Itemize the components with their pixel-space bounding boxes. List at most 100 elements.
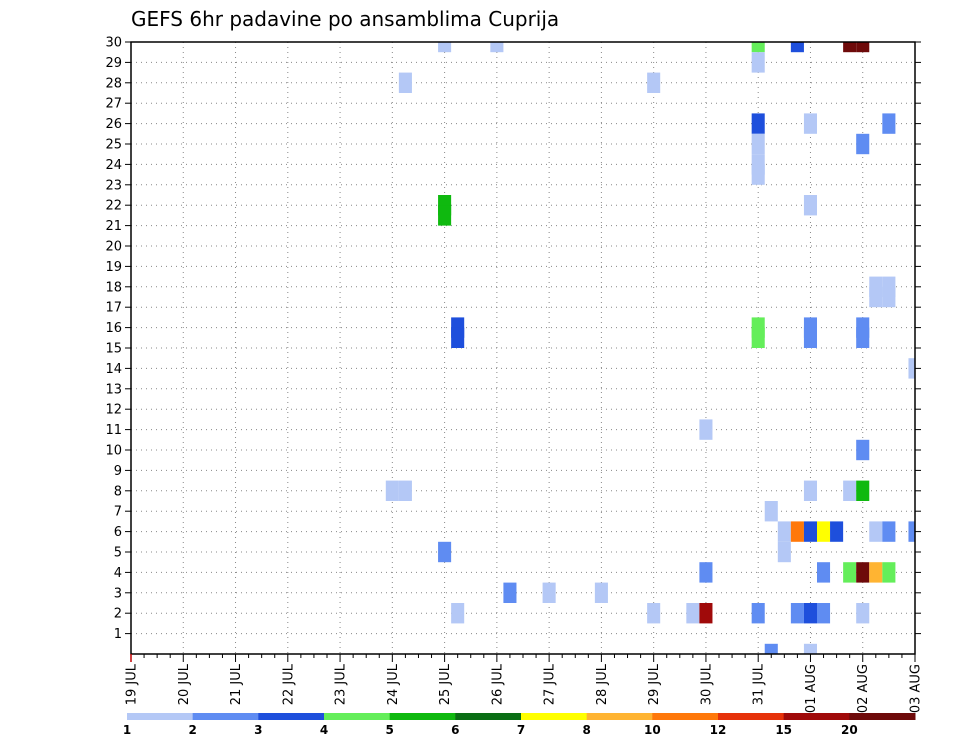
data-cell — [385, 480, 399, 501]
data-cell — [908, 358, 915, 379]
data-cell — [856, 42, 870, 53]
y-axis: 1234567891011121314151617181920212223242… — [105, 36, 921, 642]
data-cell — [686, 603, 700, 624]
y-tick-label: 23 — [105, 178, 122, 193]
colorbar-label: 12 — [710, 723, 727, 737]
data-cell — [699, 419, 713, 440]
colorbar-label: 1 — [123, 723, 131, 737]
data-cell — [751, 164, 765, 185]
x-tick-label: 03 AUG — [909, 664, 924, 713]
y-tick-label: 4 — [114, 566, 122, 581]
chart-title: GEFS 6hr padavine po ansamblima Cuprija — [131, 7, 559, 31]
data-cell — [594, 582, 608, 603]
data-cell — [790, 521, 804, 542]
colorbar-segment — [324, 713, 391, 720]
colorbar-label: 20 — [841, 723, 858, 737]
colorbar-legend: 1 2 3 4 5 6 7 8 10 12 15 20 — [123, 713, 916, 737]
x-tick-label: 23 JUL — [334, 663, 349, 705]
data-cell — [882, 286, 896, 308]
x-axis: 19 JUL 20 JUL 21 JUL 22 JUL 23 JUL 24 JUL 25 J… — [125, 654, 924, 713]
data-cell — [490, 42, 504, 53]
data-cell — [751, 113, 765, 134]
colorbar-segment — [521, 713, 588, 720]
x-tick-label: 27 JUL — [543, 663, 558, 705]
y-tick-label: 18 — [105, 280, 122, 295]
colorbar-segment — [849, 713, 916, 720]
y-tick-label: 25 — [105, 138, 122, 153]
x-tick-label: 02 AUG — [856, 664, 871, 713]
x-tick-label: 20 JUL — [177, 663, 192, 705]
data-cell — [451, 327, 465, 348]
data-cell — [699, 603, 713, 624]
data-cell — [503, 582, 517, 603]
data-cell — [438, 205, 452, 226]
data-cell — [751, 52, 765, 73]
data-cell — [803, 195, 817, 216]
data-cell — [777, 521, 791, 542]
data-cell — [647, 603, 661, 624]
colorbar-label: 3 — [254, 723, 262, 737]
data-cell — [869, 286, 883, 308]
data-cell — [751, 42, 765, 53]
colorbar-segment — [455, 713, 522, 720]
plot-frame — [130, 41, 916, 655]
data-cell — [882, 521, 896, 542]
data-cell — [803, 480, 817, 501]
data-cell — [869, 562, 883, 583]
y-tick-label: 6 — [114, 525, 122, 540]
data-cell — [751, 603, 765, 624]
data-cell — [647, 72, 661, 93]
y-tick-label: 17 — [105, 301, 122, 316]
data-cell — [817, 562, 831, 583]
data-cell — [817, 603, 831, 624]
y-tick-label: 20 — [105, 240, 122, 255]
y-tick-label: 29 — [105, 56, 122, 71]
colorbar-label: 4 — [320, 723, 328, 737]
data-cell — [843, 562, 857, 583]
data-cell — [843, 42, 857, 53]
data-cell — [790, 42, 804, 53]
y-tick-label: 24 — [105, 158, 122, 173]
data-cell — [908, 521, 915, 542]
data-cell — [882, 562, 896, 583]
data-cell — [751, 133, 765, 155]
y-tick-label: 3 — [114, 586, 122, 601]
y-tick-label: 1 — [114, 627, 122, 642]
data-cell — [542, 582, 556, 603]
colorbar-label: 8 — [582, 723, 590, 737]
y-tick-label: 26 — [105, 117, 122, 132]
colorbar-segment — [652, 713, 719, 720]
colorbar-segment — [192, 713, 259, 720]
data-cell — [856, 327, 870, 348]
y-tick-label: 7 — [114, 505, 122, 520]
x-tick-label: 19 JUL — [125, 663, 140, 705]
data-cell — [803, 113, 817, 134]
data-cell — [856, 562, 870, 583]
x-tick-label: 21 JUL — [229, 663, 244, 705]
colorbar-segment — [586, 713, 653, 720]
data-cell — [803, 643, 817, 654]
y-tick-label: 22 — [105, 199, 122, 214]
colorbar-label: 10 — [644, 723, 661, 737]
data-cell — [699, 562, 713, 583]
grid-lines — [131, 42, 915, 654]
y-tick-label: 13 — [105, 382, 122, 397]
data-cell — [856, 133, 870, 155]
y-tick-label: 19 — [105, 260, 122, 275]
data-cell — [398, 72, 412, 93]
data-cell — [856, 480, 870, 501]
data-cells — [385, 42, 915, 654]
y-tick-label: 16 — [105, 321, 122, 336]
colorbar-label: 6 — [451, 723, 459, 737]
colorbar-label: 2 — [188, 723, 196, 737]
data-cell — [398, 480, 412, 501]
colorbar-segment — [783, 713, 850, 720]
x-tick-label: 31 JUL — [752, 663, 767, 705]
data-cell — [817, 521, 831, 542]
colorbar-label: 5 — [385, 723, 393, 737]
y-tick-label: 11 — [105, 423, 122, 438]
x-tick-label: 22 JUL — [281, 663, 296, 705]
y-tick-label: 2 — [114, 607, 122, 622]
data-cell — [843, 480, 857, 501]
